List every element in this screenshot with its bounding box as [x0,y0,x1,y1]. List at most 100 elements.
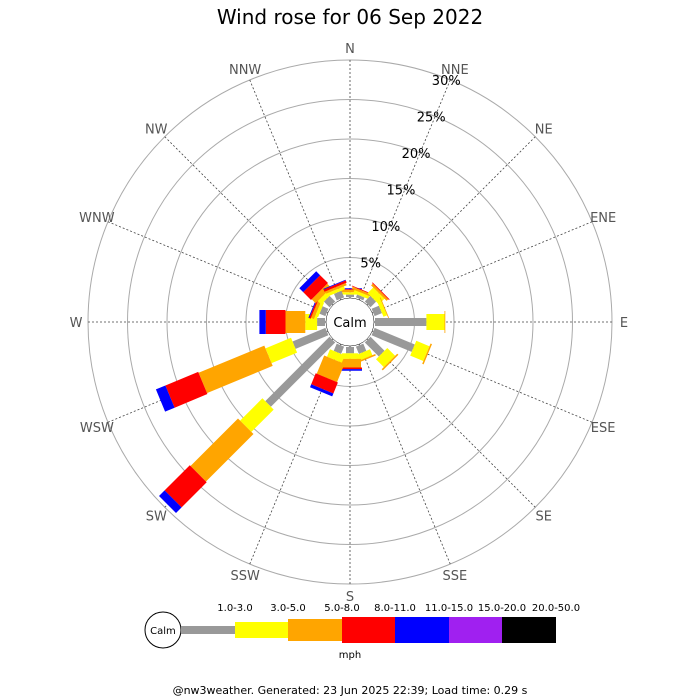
bar-ssw-5.0-8.0 [316,355,345,383]
bar-ne-8.0-11.0 [372,282,390,300]
bar-wsw-5.0-8.0 [198,345,273,394]
bar-nw-1.0-3.0 [323,295,336,308]
bar-se-3.0-5.0 [376,348,396,368]
direction-label-e: E [620,316,628,331]
bar-se-5.0-8.0 [381,353,399,371]
bar-nw-8.0-11.0 [303,275,328,300]
bar-wsw-11.0-15.0 [155,385,175,412]
bar-nne-5.0-8.0 [351,286,374,298]
direction-label-nw: NW [145,122,168,137]
bar-wnw-1.0-3.0 [319,306,329,317]
direction-label-wnw: WNW [79,211,115,226]
direction-label-w: W [70,316,83,331]
legend-unit-label: mph [339,650,361,661]
bar-w-5.0-8.0 [285,311,306,333]
direction-label-s: S [346,590,354,605]
direction-label-nne: NNE [441,63,469,78]
direction-label-sw: SW [146,510,167,525]
bar-wsw-3.0-5.0 [265,337,298,364]
legend-label-11.0-15.0: 11.0-15.0 [425,603,473,614]
legend-label-8.0-11.0: 8.0-11.0 [374,603,416,614]
bar-ese-3.0-5.0 [410,340,430,361]
direction-label-n: N [345,42,355,57]
bar-nw-11.0-15.0 [299,271,321,293]
radial-tick-labels: 5% 10% 15% 20% 25% 30% [360,74,460,271]
bar-nne-3.0-5.0 [353,290,370,299]
bar-ene-1.0-3.0 [371,305,382,317]
bar-ssw-1.0-3.0 [333,343,345,354]
bar-ese-1.0-3.0 [371,327,415,352]
direction-label-wsw: WSW [80,421,114,436]
bar-w-8.0-11.0 [265,310,286,334]
bar-s-5.0-8.0 [339,358,361,368]
radial-tick-label: 30% [432,74,461,89]
bar-ese-5.0-8.0 [422,343,432,365]
legend-label-20.0-50.0: 20.0-50.0 [532,603,580,614]
direction-label-nnw: NNW [229,63,261,78]
bar-e-5.0-8.0 [444,311,446,333]
bar-nne-1.0-3.0 [355,294,365,301]
bar-sse-3.0-5.0 [355,349,373,362]
bar-w-11.0-15.0 [259,310,266,334]
direction-label-ene: ENE [590,211,616,226]
legend-swatch-3.0-5.0 [235,622,288,638]
wind-bars [155,271,446,513]
footer: @nw3weather. Generated: 23 Jun 2025 22:3… [172,684,528,697]
grid-ring [166,138,534,506]
bar-se-1.0-3.0 [364,336,385,357]
bar-nnw-3.0-5.0 [329,286,346,296]
bar-nnw-8.0-11.0 [323,280,347,292]
calm-label: Calm [333,316,366,331]
bar-nw-3.0-5.0 [317,289,333,305]
legend-swatch-5.0-8.0 [288,619,342,641]
bar-ne-5.0-8.0 [371,283,389,301]
legend-label-15.0-20.0: 15.0-20.0 [478,603,526,614]
legend-swatch-8.0-11.0 [342,617,395,643]
bar-e-3.0-5.0 [426,314,445,330]
bar-sse-1.0-3.0 [355,343,367,354]
legend-calm-label: Calm [150,626,176,637]
bar-nnw-1.0-3.0 [334,290,345,301]
direction-label-sse: SSE [442,569,467,584]
radial-tick-label: 5% [360,256,381,271]
bar-ssw-3.0-5.0 [327,349,345,363]
bar-sw-11.0-15.0 [159,490,182,513]
legend-swatch-11.0-15.0 [395,617,449,643]
bar-ene-5.0-8.0 [379,297,389,319]
spoke-ene [349,221,593,323]
bar-nnw-11.0-15.0 [323,279,346,290]
radial-tick-label: 20% [402,147,431,162]
bar-ssw-11.0-15.0 [310,384,334,397]
direction-label-ne: NE [535,122,553,137]
polar-grid [87,59,613,585]
calm-circle [325,297,375,347]
bar-s-8.0-11.0 [338,367,362,370]
bar-wsw-1.0-3.0 [292,327,329,349]
bar-w-1.0-3.0 [317,318,325,326]
grid-ring [127,99,573,545]
legend-label-5.0-8.0: 5.0-8.0 [324,603,359,614]
bar-s-11.0-15.0 [338,369,362,371]
bar-wsw-8.0-11.0 [165,371,208,408]
bar-sw-8.0-11.0 [164,465,207,508]
bar-sw-3.0-5.0 [240,398,274,432]
direction-label-se: SE [536,510,552,525]
legend-label-1.0-3.0: 1.0-3.0 [217,603,252,614]
legend-label-3.0-5.0: 3.0-5.0 [270,603,305,614]
direction-labels: N NNE NE ENE E ESE SE SSE S SSW SW WSW W WNW NW NNW [70,42,629,605]
radial-tick-label: 25% [417,110,446,125]
bar-s-1.0-3.0 [346,347,354,354]
bar-e-1.0-3.0 [375,318,427,326]
bar-ssw-8.0-11.0 [311,373,338,394]
bar-ne-1.0-3.0 [364,295,377,308]
bar-ne-3.0-5.0 [367,287,385,305]
grid-ring [206,178,494,466]
bar-n-1.0-3.0 [346,294,354,297]
bar-wnw-3.0-5.0 [315,301,325,318]
bar-s-3.0-5.0 [342,353,358,359]
bar-ene-3.0-5.0 [377,300,388,317]
bar-nnw-5.0-8.0 [325,283,347,294]
legend-swatch-15.0-20.0 [449,617,502,643]
calm-center: Calm [325,297,375,347]
